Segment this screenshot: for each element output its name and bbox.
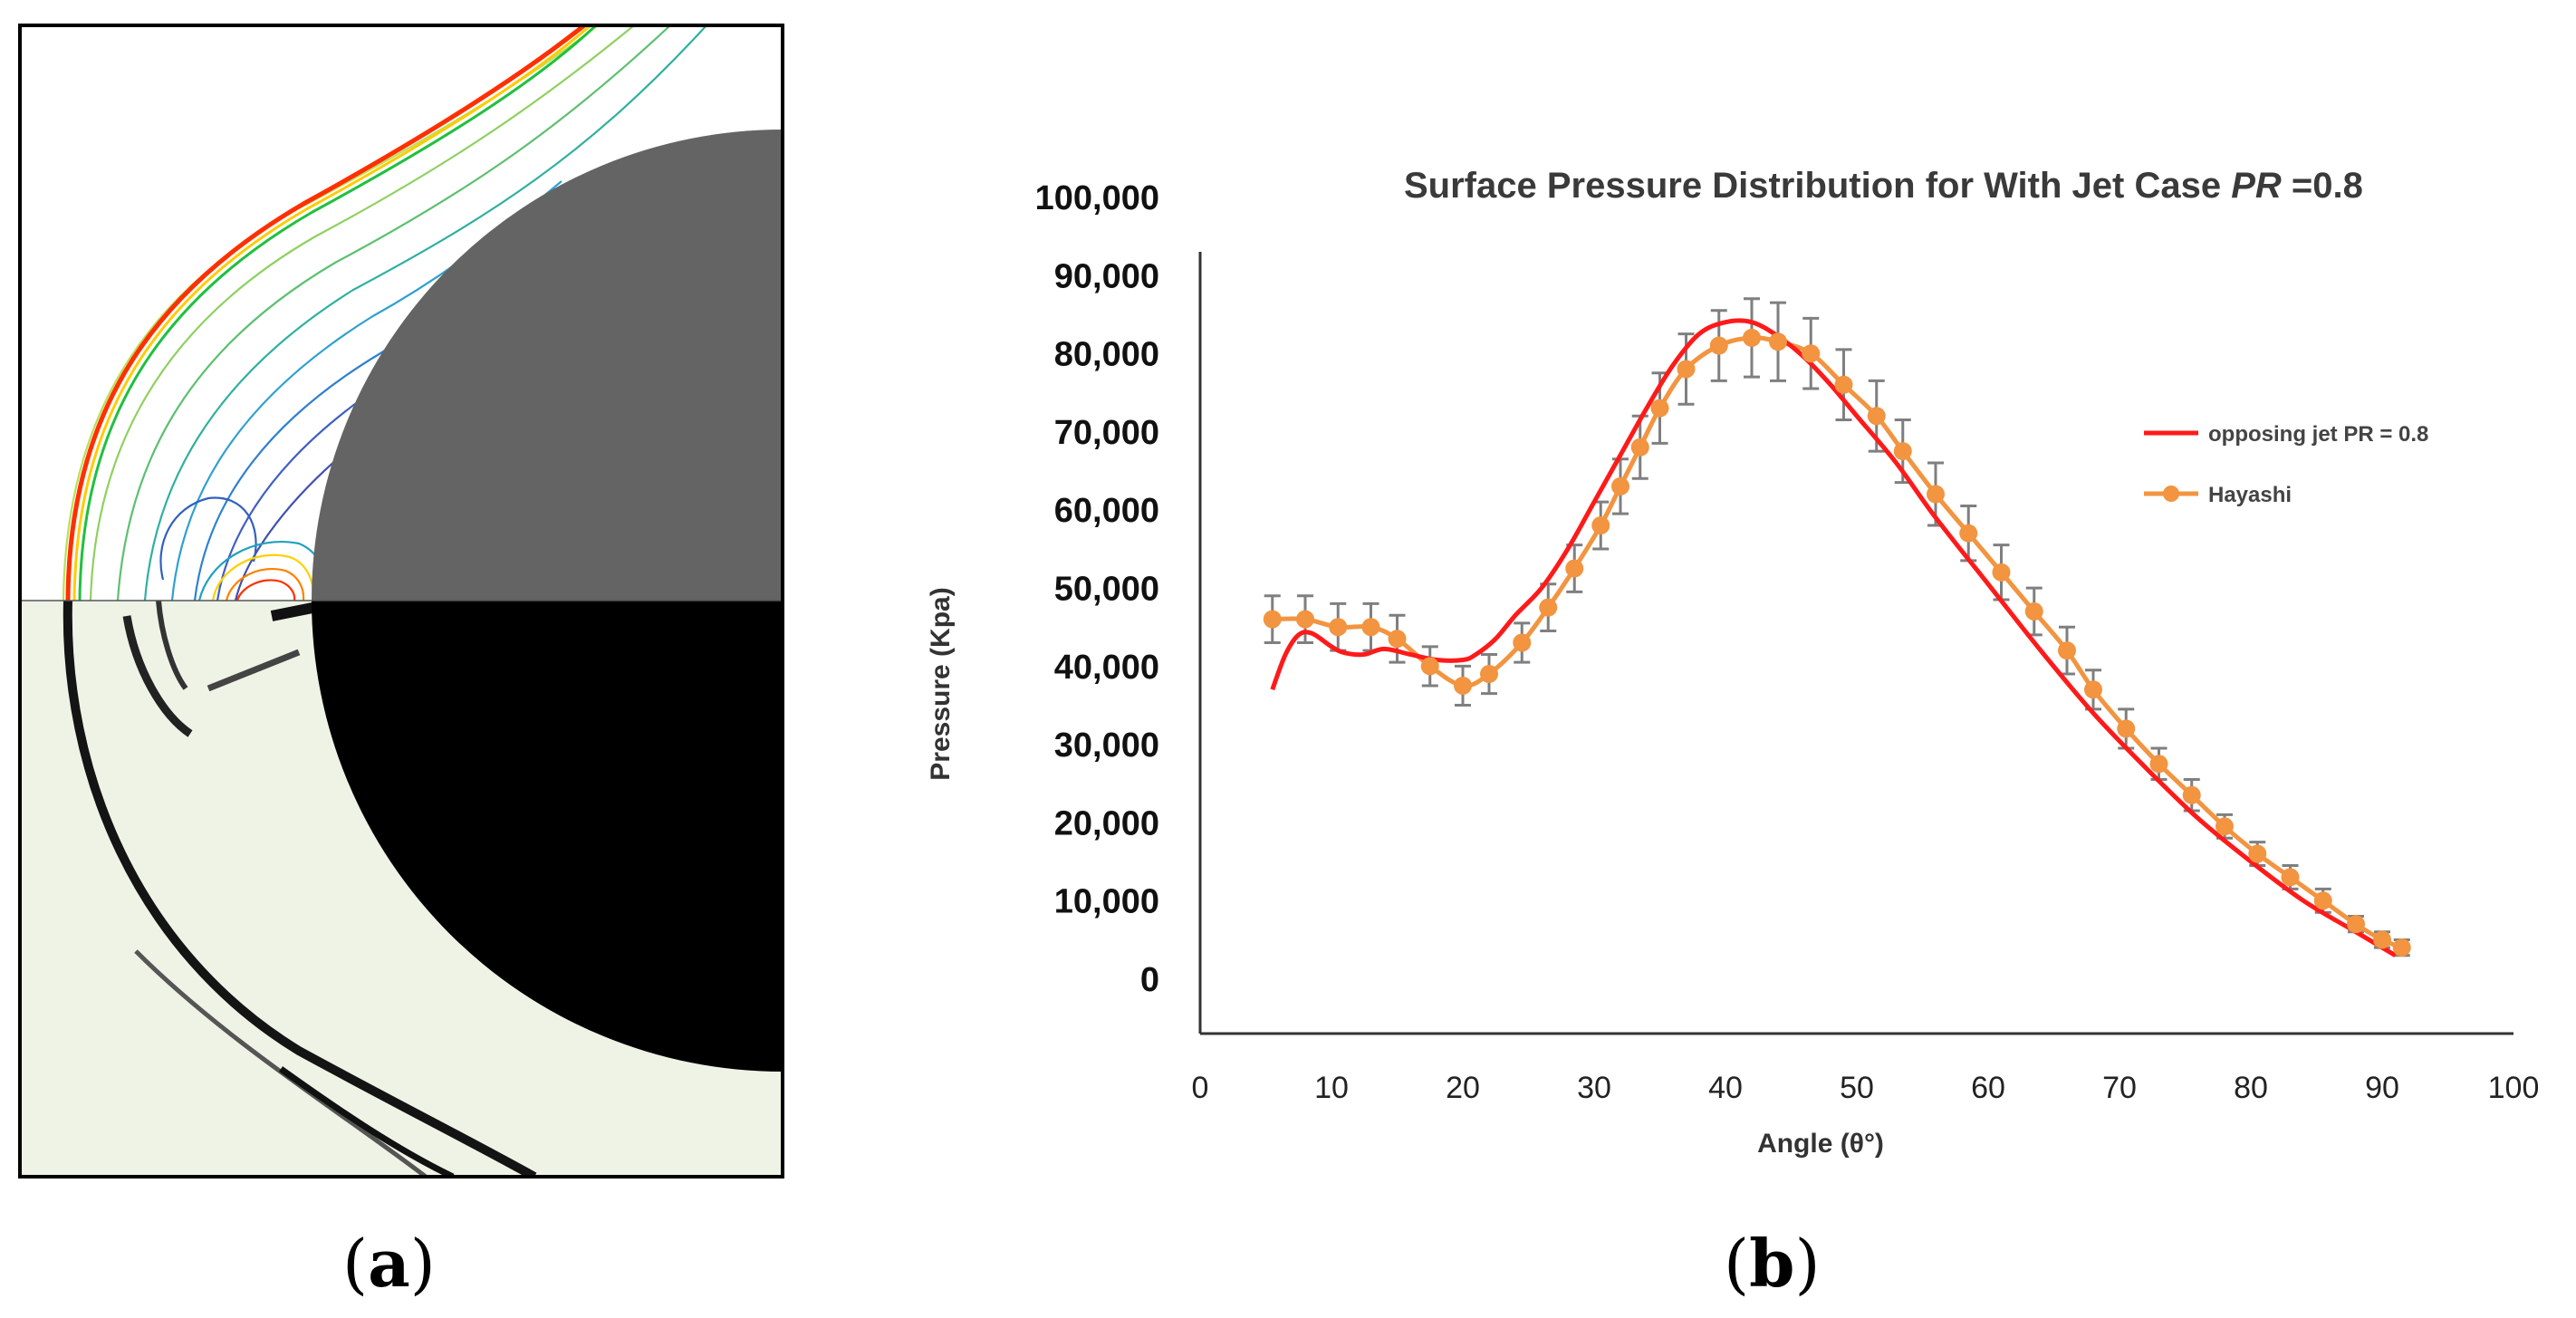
hayashi-point [2084, 680, 2102, 699]
hayashi-point [1893, 442, 1912, 461]
hayashi-point [1677, 360, 1696, 379]
figure-a-frame [18, 24, 784, 1179]
x-axis-label: Angle (θ°) [1757, 1129, 1884, 1159]
hayashi-point [1650, 399, 1669, 418]
y-tick-label: 0 [1140, 961, 1159, 999]
y-tick-label: 50,000 [1054, 571, 1159, 609]
legend-label-hayashi: Hayashi [2208, 483, 2292, 507]
hayashi-point [1802, 344, 1821, 363]
hayashi-point [2024, 601, 2043, 621]
x-tick-label: 0 [1192, 1071, 1209, 1105]
hayashi-point [1769, 332, 1787, 351]
y-tick-label: 40,000 [1054, 649, 1159, 687]
hayashi-point [1992, 563, 2011, 582]
hayashi-point [1296, 610, 1314, 629]
x-tick-label: 30 [1577, 1071, 1611, 1105]
x-tick-label: 20 [1446, 1071, 1480, 1105]
hayashi-point [1611, 476, 1629, 495]
chart-legend: opposing jet PR = 0.8 Hayashi [2144, 422, 2428, 507]
hayashi-point [2313, 891, 2332, 910]
y-tick-label: 100,000 [1035, 179, 1159, 217]
hayashi-point [1513, 633, 1532, 652]
hayashi-point [2149, 755, 2168, 774]
hayashi-point [1263, 610, 1282, 629]
hayashi-point [2182, 785, 2201, 804]
hayashi-point [1591, 516, 1610, 535]
hayashi-point [2347, 915, 2365, 934]
y-tick-label: 20,000 [1054, 804, 1159, 842]
hayashi-point [1539, 598, 1558, 617]
hayashi-point [1480, 665, 1498, 684]
hayashi-point [2373, 930, 2391, 949]
hayashi-point [1454, 676, 1472, 695]
x-tick-label: 50 [1840, 1071, 1874, 1105]
chart-title: Surface Pressure Distribution for With J… [1404, 166, 2363, 206]
x-tick-label: 80 [2234, 1071, 2268, 1105]
hayashi-point [1565, 559, 1584, 578]
cfd-contour-image [20, 25, 783, 601]
hayashi-point [2392, 938, 2411, 957]
y-axis-ticks: 0 10,000 20,000 30,000 40,000 50,000 60,000 70,… [1035, 179, 1159, 999]
x-tick-label: 10 [1314, 1071, 1349, 1105]
y-tick-label: 80,000 [1054, 336, 1159, 374]
opposing-jet-line [1270, 318, 2397, 957]
hayashi-point [2117, 719, 2136, 738]
hayashi-point [1709, 336, 1728, 355]
hayashi-point [1361, 618, 1380, 637]
chart-series-layer [1263, 297, 2411, 957]
x-tick-label: 90 [2365, 1071, 2399, 1105]
hayashi-point [1834, 375, 1853, 394]
hayashi-point [1927, 485, 1945, 504]
hayashi-point [2216, 817, 2234, 836]
x-axis-ticks: 0 10 20 30 40 50 60 70 80 90 100 [1192, 1071, 2540, 1105]
x-tick-label: 60 [1971, 1071, 2005, 1105]
panel-label-a: (a) [342, 1225, 436, 1302]
y-tick-label: 10,000 [1054, 883, 1159, 921]
hayashi-point [2058, 641, 2076, 660]
hayashi-point [1388, 630, 1407, 649]
panel-label-b: (b) [1724, 1225, 1821, 1302]
hayashi-error-bars [1264, 297, 2410, 957]
y-axis-label: Pressure (Kpa) [926, 587, 956, 780]
x-tick-label: 40 [1708, 1071, 1743, 1105]
x-tick-label: 70 [2102, 1071, 2137, 1105]
y-tick-label: 70,000 [1054, 414, 1159, 452]
y-tick-label: 30,000 [1054, 726, 1159, 765]
hayashi-point [2281, 868, 2300, 887]
hayashi-point [1743, 328, 1761, 347]
shadowgraph-image [20, 601, 783, 1177]
y-tick-label: 90,000 [1054, 257, 1159, 295]
hayashi-point [1420, 657, 1439, 676]
hayashi-point [1959, 524, 1978, 543]
x-tick-label: 100 [2488, 1071, 2540, 1105]
figure-a-flow-visualization [18, 24, 784, 1179]
hayashi-point [1630, 438, 1649, 457]
y-tick-label: 60,000 [1054, 492, 1159, 530]
hayashi-point [1329, 618, 1348, 637]
hayashi-point [1867, 407, 1886, 426]
hayashi-point [2248, 844, 2267, 863]
legend-label-opposing-jet: opposing jet PR = 0.8 [2208, 422, 2428, 447]
legend-swatch-hayashi-marker [2163, 486, 2179, 502]
